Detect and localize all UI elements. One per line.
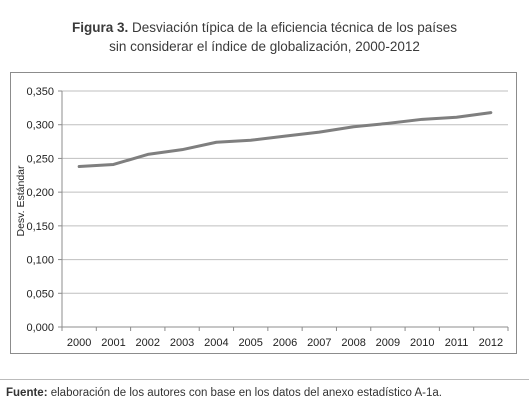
data-point: [318, 130, 321, 134]
data-point: [146, 153, 149, 156]
x-tick-label: 2001: [101, 337, 125, 349]
x-tick-label: 2012: [479, 337, 503, 349]
x-tick-label: 2008: [341, 337, 365, 349]
separator-line: [0, 379, 529, 380]
data-point: [77, 165, 81, 168]
source-note: Fuente: elaboración de los autores con b…: [6, 387, 526, 399]
figure-title: Figura 3. Desviación típica de la eficie…: [0, 18, 529, 56]
data-point: [112, 163, 115, 166]
data-point: [489, 111, 493, 114]
x-tick-label: 2005: [238, 337, 262, 349]
x-tick-label: 2000: [67, 337, 91, 349]
y-tick-label: 0,000: [26, 322, 54, 334]
data-point: [352, 125, 355, 128]
figure-label: Figura 3.: [72, 20, 129, 35]
x-tick-label: 2003: [170, 337, 194, 349]
y-tick-label: 0,200: [26, 187, 54, 199]
data-point: [386, 122, 390, 125]
y-tick-label: 0,100: [26, 255, 54, 267]
x-tick-label: 2004: [204, 337, 228, 349]
y-tick-label: 0,300: [26, 120, 54, 132]
data-point: [180, 148, 184, 151]
source-label: Fuente:: [6, 387, 48, 399]
y-tick-label: 0,150: [26, 221, 54, 233]
x-tick-label: 2010: [410, 337, 434, 349]
source-text: elaboración de los autores con base en l…: [50, 387, 442, 399]
y-tick-label: 0,350: [26, 86, 54, 98]
figure-title-line2: sin considerar el índice de globalizació…: [109, 39, 420, 54]
x-tick-label: 2002: [136, 337, 160, 349]
figure-title-line1: Desviación típica de la eficiencia técni…: [132, 20, 457, 35]
x-tick-label: 2006: [273, 337, 297, 349]
data-point: [455, 116, 458, 119]
y-axis-title: Desv. Estándar: [15, 165, 27, 237]
y-tick-label: 0,250: [26, 153, 54, 165]
data-point: [421, 118, 424, 121]
y-tick-label: 0,050: [26, 288, 54, 300]
x-tick-label: 2009: [376, 337, 400, 349]
data-point: [283, 134, 287, 138]
x-tick-label: 2011: [445, 337, 469, 349]
x-tick-label: 2007: [307, 337, 331, 349]
data-point: [215, 141, 218, 144]
data-point: [249, 139, 252, 142]
